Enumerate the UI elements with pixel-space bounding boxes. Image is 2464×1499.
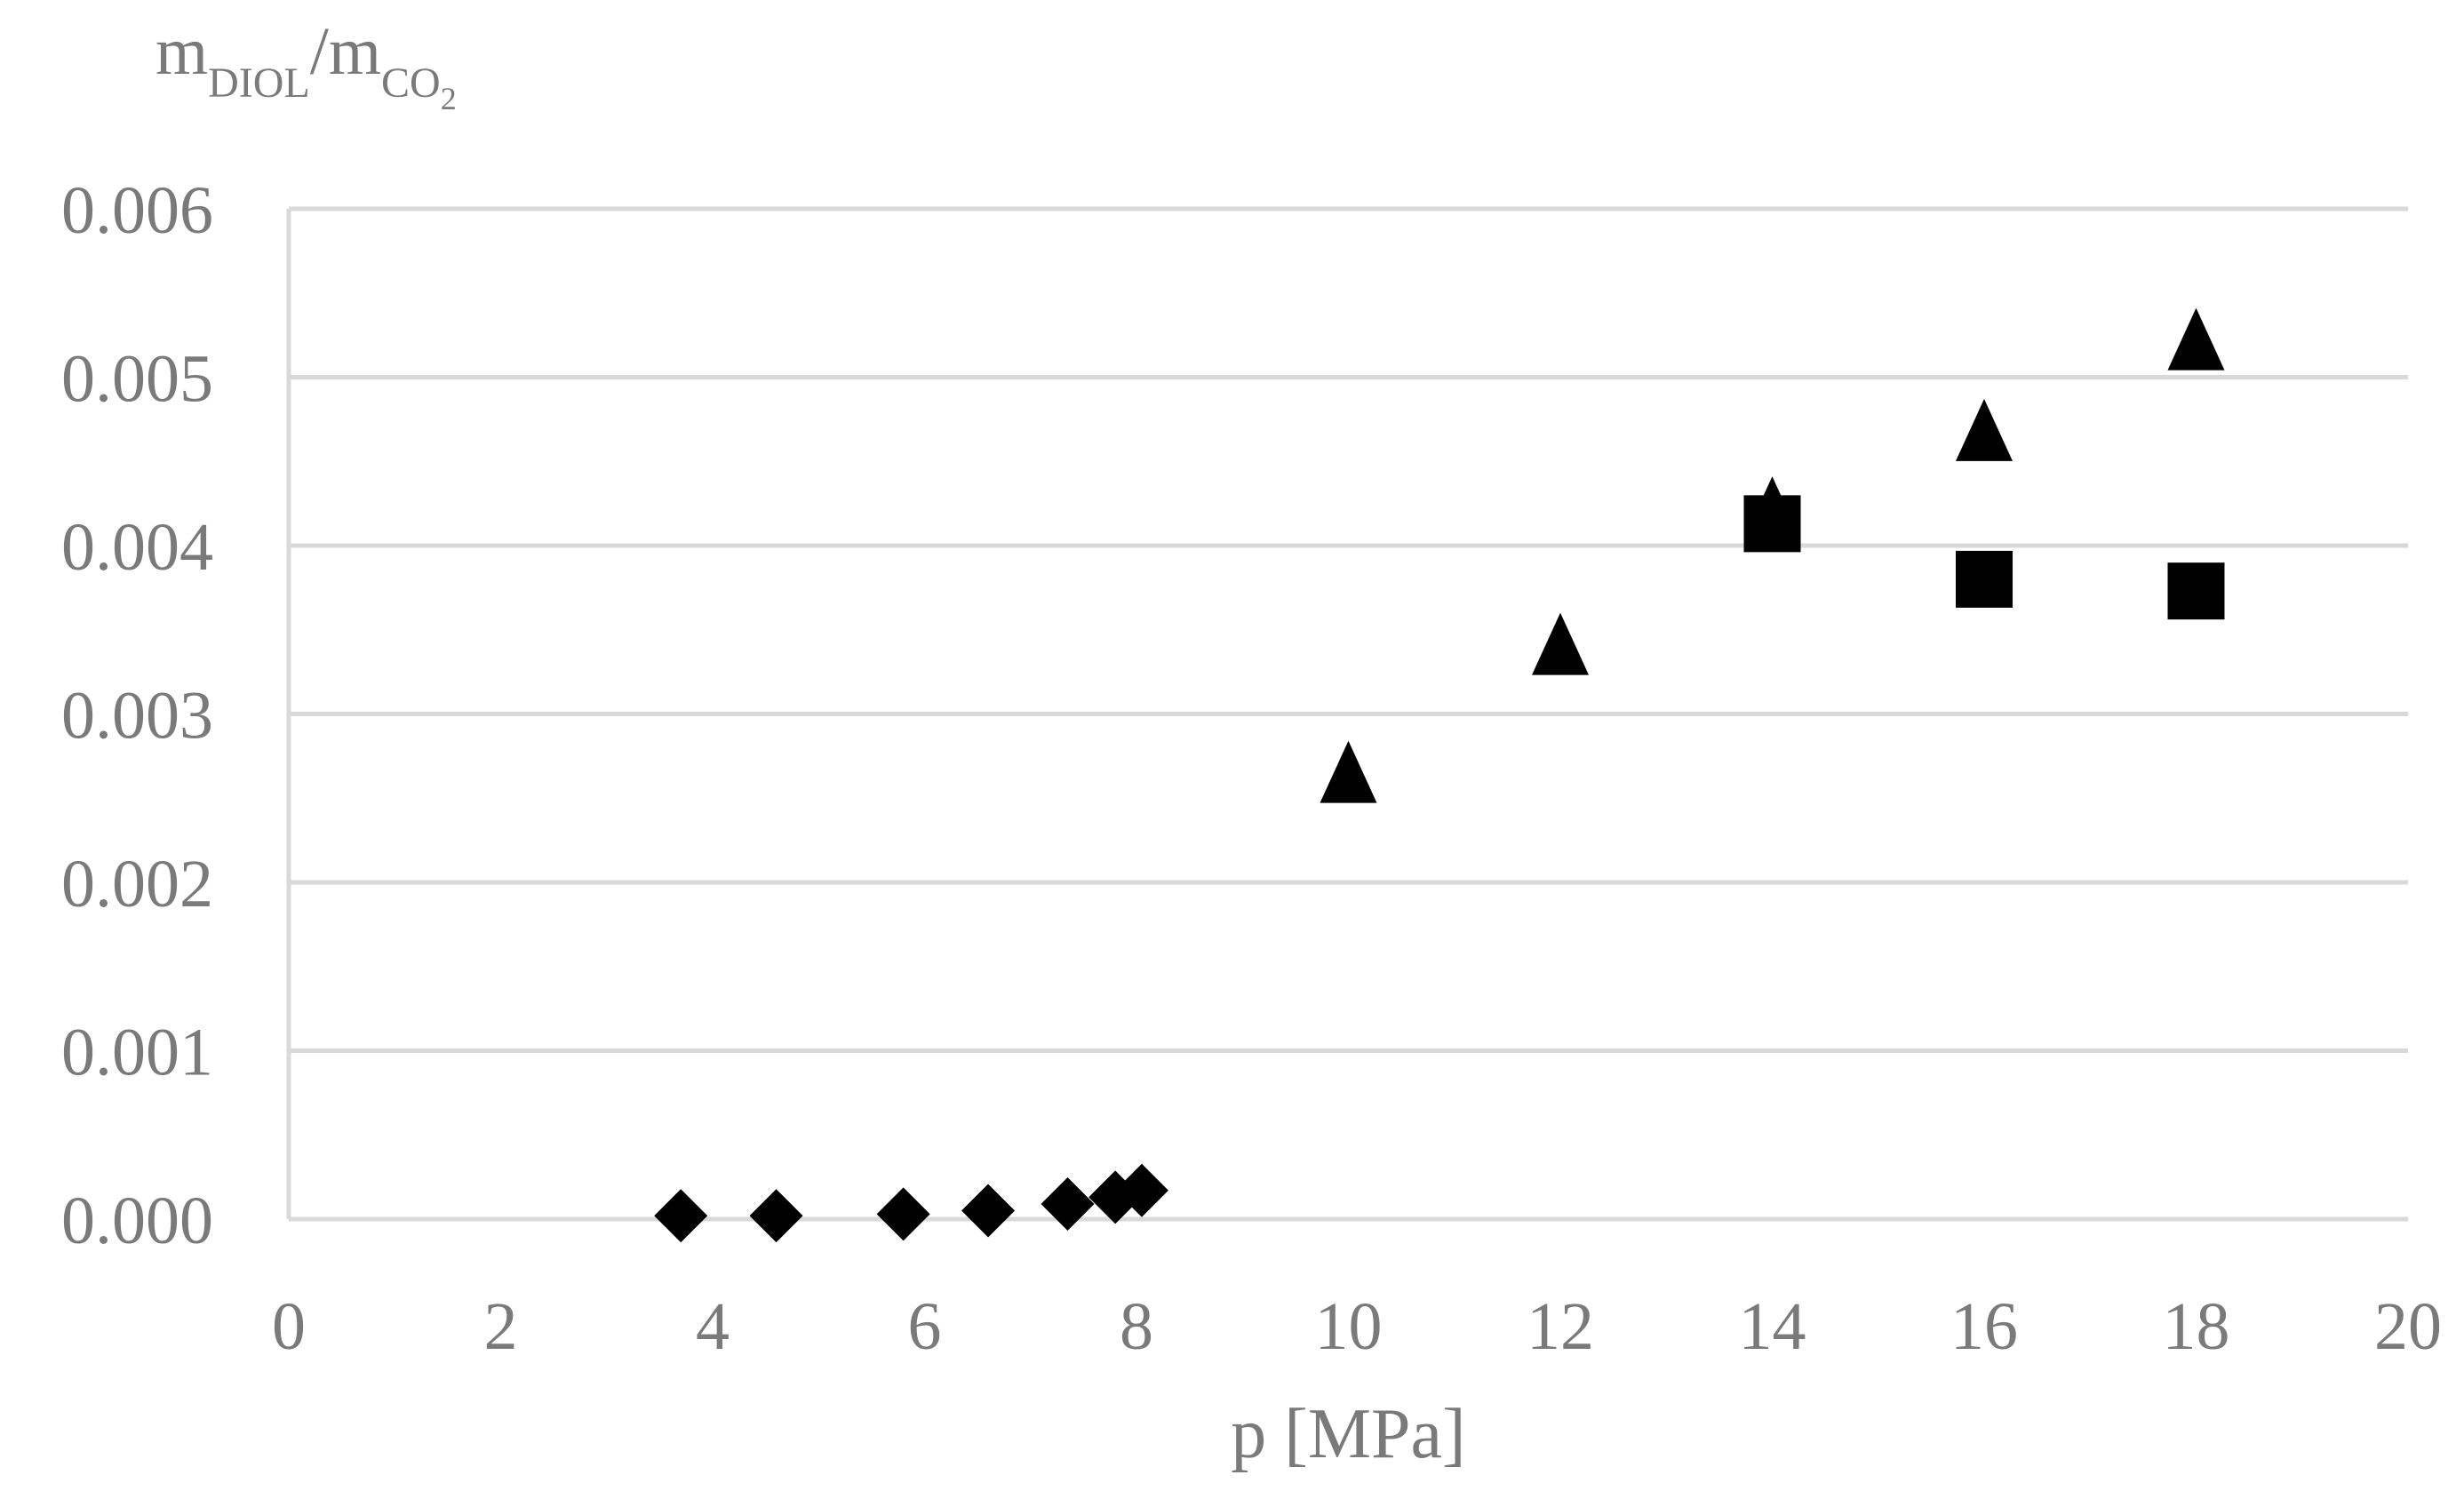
gridlines bbox=[289, 206, 2408, 1053]
x-tick-label: 0 bbox=[272, 1289, 306, 1364]
x-tick-label: 6 bbox=[908, 1289, 942, 1364]
data-point-diamond bbox=[749, 1189, 803, 1243]
tick-labels: 0.000 0.001 0.002 0.003 0.004 0.005 0.006 0 2 4 6 8… bbox=[61, 173, 2442, 1364]
x-tick-label: 4 bbox=[696, 1289, 730, 1364]
data-point-triangle bbox=[1532, 612, 1589, 675]
data-point-diamond bbox=[876, 1187, 930, 1241]
x-tick-label: 12 bbox=[1527, 1289, 1594, 1364]
data-point-triangle bbox=[2167, 307, 2225, 371]
y-axis-title-main: m bbox=[155, 14, 209, 89]
data-point-diamond bbox=[961, 1184, 1016, 1238]
data-point-triangle bbox=[1956, 398, 2013, 461]
x-tick-label: 20 bbox=[2374, 1289, 2442, 1364]
data-point-square bbox=[1743, 495, 1801, 553]
data-point-diamond bbox=[654, 1189, 708, 1243]
y-axis-title-slash: /m bbox=[309, 14, 381, 89]
y-tick-label: 0.001 bbox=[61, 1016, 213, 1090]
y-axis-title: mDIOL/mCO2 bbox=[155, 18, 457, 115]
x-tick-label: 2 bbox=[484, 1289, 518, 1364]
x-tick-label: 10 bbox=[1315, 1289, 1383, 1364]
x-tick-label: 8 bbox=[1120, 1289, 1153, 1364]
y-tick-label: 0.006 bbox=[61, 173, 213, 248]
y-tick-label: 0.003 bbox=[61, 679, 213, 753]
data-point-diamond bbox=[1041, 1176, 1095, 1231]
x-tick-label: 14 bbox=[1739, 1289, 1806, 1364]
y-axis-title-sub-co: CO bbox=[381, 60, 441, 107]
y-tick-label: 0.000 bbox=[61, 1184, 213, 1258]
data-point-diamond bbox=[1114, 1163, 1168, 1217]
x-tick-label: 16 bbox=[1950, 1289, 2018, 1364]
axes bbox=[286, 209, 2408, 1222]
x-axis-title: p [MPa] bbox=[1231, 1395, 1465, 1473]
y-axis-title-sub-diol: DIOL bbox=[208, 60, 310, 107]
y-tick-label: 0.004 bbox=[61, 510, 213, 585]
y-axis-title-sub-index: 2 bbox=[440, 81, 457, 116]
data-point-square bbox=[2167, 562, 2225, 620]
data-point-triangle bbox=[1320, 740, 1377, 803]
x-tick-label: 18 bbox=[2163, 1289, 2230, 1364]
data-markers bbox=[654, 307, 2225, 1243]
data-point-square bbox=[1956, 550, 2013, 608]
y-tick-label: 0.002 bbox=[61, 847, 213, 921]
y-tick-label: 0.005 bbox=[61, 342, 213, 417]
